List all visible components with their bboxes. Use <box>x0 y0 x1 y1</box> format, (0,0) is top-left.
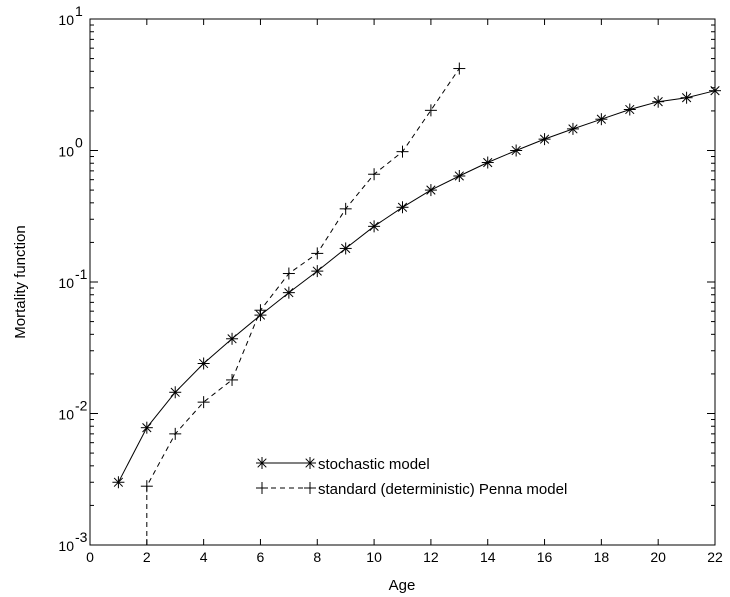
x-tick-label: 10 <box>366 549 382 565</box>
series-line <box>146 68 460 546</box>
x-tick-label: 8 <box>313 549 321 565</box>
y-tick-label-exponent: 0 <box>75 135 83 151</box>
series-stochastic <box>112 84 721 489</box>
y-tick-label: 10 <box>58 275 74 291</box>
data-point-marker <box>341 243 351 254</box>
legend-entry-penna <box>256 482 316 494</box>
x-tick-label: 18 <box>594 549 610 565</box>
y-tick-label: 10 <box>58 538 74 554</box>
data-point-marker <box>511 145 521 156</box>
legend-marker <box>305 458 315 468</box>
series-layer <box>112 62 721 546</box>
x-tick-label: 12 <box>423 549 439 565</box>
data-point-marker <box>142 423 152 433</box>
y-tick-label: 10 <box>58 407 74 423</box>
data-point-marker <box>227 334 237 344</box>
data-point-marker <box>170 387 180 397</box>
x-tick-label: 14 <box>480 549 496 565</box>
x-ticks: 0 2 4 6 8 10 12 14 16 18 20 22 <box>86 19 723 565</box>
data-point-marker <box>198 358 209 369</box>
y-tick-label: 10 <box>58 12 74 28</box>
y-tick-label-exponent: -1 <box>75 266 88 282</box>
x-tick-label: 4 <box>200 549 208 565</box>
x-tick-label: 0 <box>86 549 94 565</box>
data-point-marker <box>568 124 578 134</box>
data-point-marker <box>454 171 464 181</box>
data-point-marker <box>426 185 436 195</box>
data-point-marker <box>312 266 322 276</box>
legend-label-stochastic: stochastic model <box>318 456 430 473</box>
x-tick-label: 2 <box>143 549 151 565</box>
data-point-marker <box>539 134 550 144</box>
legend-entry-stochastic <box>256 457 316 469</box>
x-axis-title: Age <box>389 577 416 594</box>
legend-marker <box>257 458 267 468</box>
data-point-marker <box>681 93 692 103</box>
series-line <box>117 90 716 483</box>
data-point-marker <box>369 221 379 231</box>
data-point-marker <box>284 287 294 298</box>
y-axis-title: Mortality function <box>12 225 29 338</box>
y-tick-label-exponent: -2 <box>75 398 88 414</box>
data-point-marker <box>710 86 720 96</box>
x-tick-label: 16 <box>537 549 553 565</box>
legend-label-penna: standard (deterministic) Penna model <box>318 481 567 498</box>
x-tick-label: 20 <box>650 549 666 565</box>
data-point-marker <box>483 157 493 168</box>
data-point-marker <box>397 202 408 212</box>
data-point-marker <box>113 477 124 487</box>
x-tick-label: 22 <box>707 549 723 565</box>
y-tick-label-exponent: -3 <box>75 529 88 545</box>
legend: stochastic model standard (deterministic… <box>256 456 567 498</box>
data-point-marker <box>653 97 663 107</box>
data-point-marker <box>625 104 635 115</box>
y-tick-label: 10 <box>58 144 74 160</box>
y-tick-label-exponent: 1 <box>75 3 83 19</box>
x-tick-label: 6 <box>257 549 265 565</box>
data-point-marker <box>596 114 607 124</box>
series-penna <box>140 62 466 546</box>
